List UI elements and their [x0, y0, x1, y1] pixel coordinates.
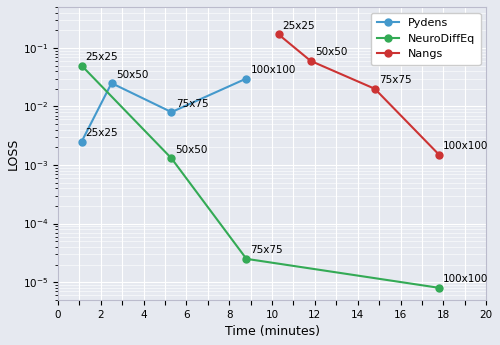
Text: 75x75: 75x75	[250, 245, 283, 255]
Nangs	[276, 32, 281, 37]
Text: 100x100: 100x100	[250, 65, 296, 75]
NeuroDiffEq	[244, 257, 250, 261]
Text: 25x25: 25x25	[86, 128, 118, 138]
Y-axis label: LOSS: LOSS	[7, 137, 20, 169]
Pydens	[244, 77, 250, 81]
Text: 50x50: 50x50	[315, 47, 347, 57]
Line: NeuroDiffEq: NeuroDiffEq	[78, 62, 442, 291]
Text: 75x75: 75x75	[379, 75, 412, 85]
Text: 75x75: 75x75	[176, 99, 208, 109]
Nangs	[308, 59, 314, 63]
Text: 100x100: 100x100	[443, 141, 488, 151]
Text: 50x50: 50x50	[116, 70, 148, 80]
NeuroDiffEq	[78, 63, 84, 68]
Text: 50x50: 50x50	[176, 145, 208, 155]
Text: 25x25: 25x25	[86, 52, 118, 62]
NeuroDiffEq	[436, 286, 442, 290]
Legend: Pydens, NeuroDiffEq, Nangs: Pydens, NeuroDiffEq, Nangs	[371, 12, 480, 65]
Line: Nangs: Nangs	[275, 31, 442, 158]
Line: Pydens: Pydens	[78, 75, 250, 145]
Text: 25x25: 25x25	[282, 21, 316, 31]
Text: 100x100: 100x100	[443, 274, 488, 284]
Pydens	[78, 140, 84, 144]
NeuroDiffEq	[168, 156, 174, 160]
X-axis label: Time (minutes): Time (minutes)	[224, 325, 320, 338]
Nangs	[436, 152, 442, 157]
Pydens	[168, 110, 174, 114]
Nangs	[372, 87, 378, 91]
Pydens	[108, 81, 114, 85]
